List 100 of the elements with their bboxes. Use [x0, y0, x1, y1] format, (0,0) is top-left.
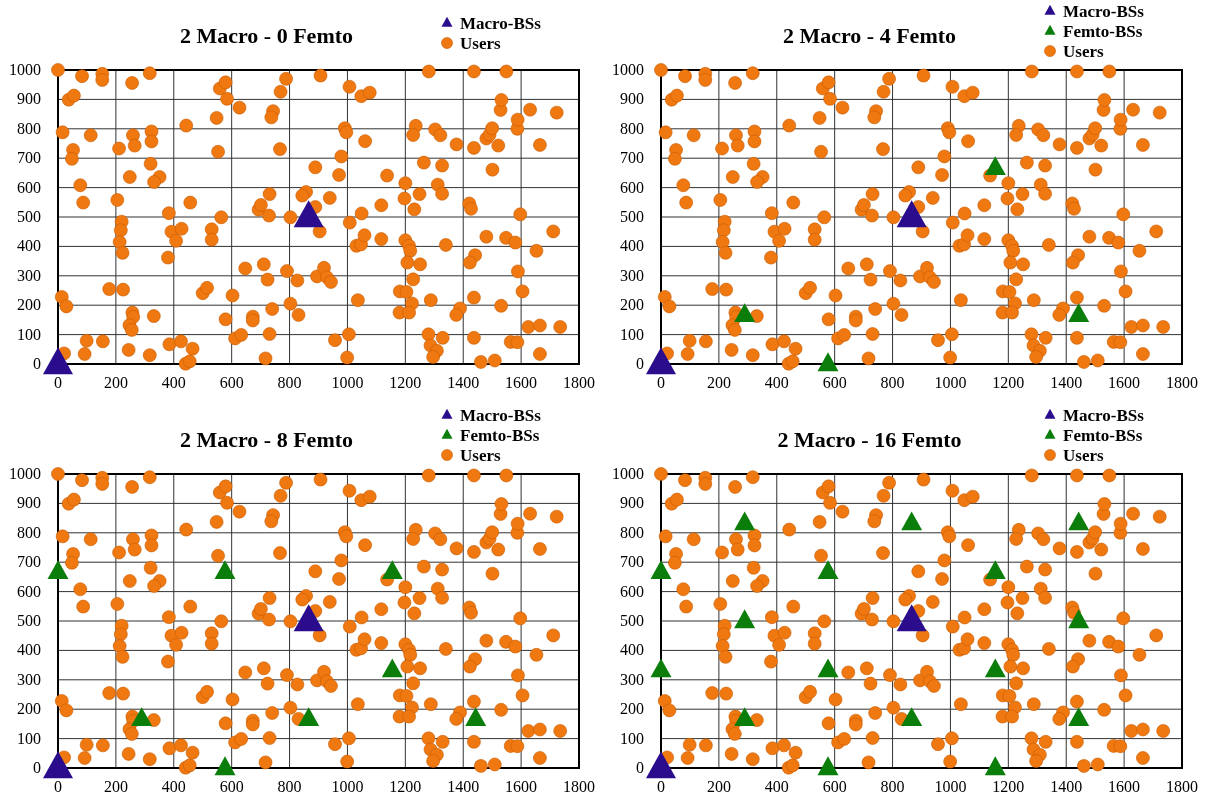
x-tick-label: 1000 — [934, 374, 967, 391]
x-tick-label: 600 — [822, 374, 847, 391]
x-tick-label: 800 — [880, 374, 905, 391]
point — [984, 658, 1006, 678]
x-tick-label: 1200 — [389, 778, 422, 795]
y-tick-label: 1000 — [612, 465, 644, 482]
point — [214, 560, 236, 580]
y-tick-label: 200 — [17, 700, 41, 718]
point — [984, 756, 1006, 776]
y-tick-label: 900 — [620, 494, 644, 512]
x-tick-label: 1200 — [389, 374, 422, 391]
y-tick-label: 0 — [33, 355, 41, 372]
x-tick-label: 1800 — [1166, 778, 1198, 795]
legend-label: Users — [1063, 446, 1104, 465]
point — [646, 751, 676, 779]
y-tick-label: 200 — [17, 296, 41, 314]
point — [1068, 303, 1090, 323]
point — [1068, 609, 1090, 629]
x-tick-label: 400 — [764, 374, 789, 391]
legend-label: Macro-BSs — [460, 406, 542, 425]
x-tick-label: 0 — [657, 374, 665, 391]
y-tick-label: 300 — [17, 266, 41, 284]
y-tick-label: 500 — [620, 612, 644, 629]
y-tick-label: 1000 — [612, 61, 644, 78]
x-tick-label: 200 — [103, 778, 128, 795]
x-tick-label: 400 — [161, 374, 186, 391]
x-tick-label: 800 — [277, 374, 302, 391]
y-tick-label: 0 — [636, 355, 644, 372]
x-tick-label: 1600 — [1108, 778, 1141, 795]
y-tick-label: 600 — [620, 178, 644, 196]
point — [381, 560, 403, 580]
point — [817, 756, 839, 776]
x-tick-label: 1200 — [992, 778, 1025, 795]
point — [465, 707, 487, 727]
x-tick-label: 0 — [657, 778, 665, 795]
y-tick-label: 800 — [17, 523, 41, 541]
y-tick-label: 300 — [620, 670, 644, 688]
y-tick-label: 400 — [17, 641, 41, 659]
point — [896, 200, 927, 228]
x-tick-label: 1200 — [992, 374, 1025, 391]
point — [650, 560, 672, 580]
x-tick-label: 400 — [764, 778, 789, 795]
y-tick-label: 800 — [620, 523, 644, 541]
y-tick-label: 200 — [620, 700, 644, 718]
legend-label: Macro-BSs — [1063, 2, 1145, 21]
legend-label: Users — [460, 34, 501, 53]
x-tick-label: 200 — [706, 374, 731, 391]
point — [47, 560, 69, 580]
y-tick-label: 400 — [17, 237, 41, 255]
point — [43, 751, 73, 779]
x-tick-label: 0 — [54, 374, 62, 391]
point — [817, 658, 839, 678]
chart-title: 2 Macro - 8 Femto — [179, 427, 354, 452]
y-tick-label: 600 — [17, 178, 41, 196]
point — [1068, 511, 1090, 531]
x-tick-label: 1400 — [1050, 778, 1083, 795]
chart-title: 2 Macro - 4 Femto — [782, 23, 957, 48]
x-tick-label: 600 — [219, 374, 244, 391]
point — [817, 352, 839, 372]
x-tick-label: 1000 — [331, 374, 364, 391]
legend-label: Macro-BSs — [460, 14, 542, 33]
y-tick-label: 700 — [620, 553, 644, 571]
point — [984, 156, 1006, 176]
y-tick-label: 100 — [620, 325, 644, 343]
y-tick-label: 300 — [620, 266, 644, 284]
point — [131, 707, 153, 727]
y-tick-label: 100 — [17, 729, 41, 747]
x-tick-label: 800 — [880, 778, 905, 795]
point — [214, 756, 236, 776]
x-tick-label: 600 — [219, 778, 244, 795]
y-tick-label: 900 — [17, 494, 41, 512]
point — [734, 707, 756, 727]
x-tick-label: 1400 — [447, 374, 480, 391]
legend-label: Femto-BSs — [1063, 426, 1143, 445]
x-tick-label: 1000 — [934, 778, 967, 795]
x-tick-label: 400 — [161, 778, 186, 795]
x-tick-label: 200 — [103, 374, 128, 391]
y-tick-label: 300 — [17, 670, 41, 688]
y-tick-label: 400 — [620, 237, 644, 255]
y-tick-label: 700 — [17, 553, 41, 571]
point — [984, 560, 1006, 580]
x-tick-label: 1800 — [563, 374, 595, 391]
y-tick-label: 100 — [620, 729, 644, 747]
y-tick-label: 1000 — [9, 465, 41, 482]
point — [1068, 707, 1090, 727]
point — [901, 707, 923, 727]
point — [646, 347, 676, 375]
y-tick-label: 900 — [17, 90, 41, 108]
point — [734, 511, 756, 531]
y-tick-label: 500 — [620, 208, 644, 225]
y-tick-label: 0 — [33, 759, 41, 776]
chart-title: 2 Macro - 0 Femto — [179, 23, 354, 48]
x-tick-label: 1400 — [447, 778, 480, 795]
x-tick-label: 0 — [54, 778, 62, 795]
y-tick-label: 100 — [17, 325, 41, 343]
y-tick-label: 900 — [620, 90, 644, 108]
x-tick-label: 800 — [277, 778, 302, 795]
chart-title: 2 Macro - 16 Femto — [777, 427, 962, 452]
legend-label: Femto-BSs — [1063, 22, 1143, 41]
y-tick-label: 700 — [620, 149, 644, 167]
